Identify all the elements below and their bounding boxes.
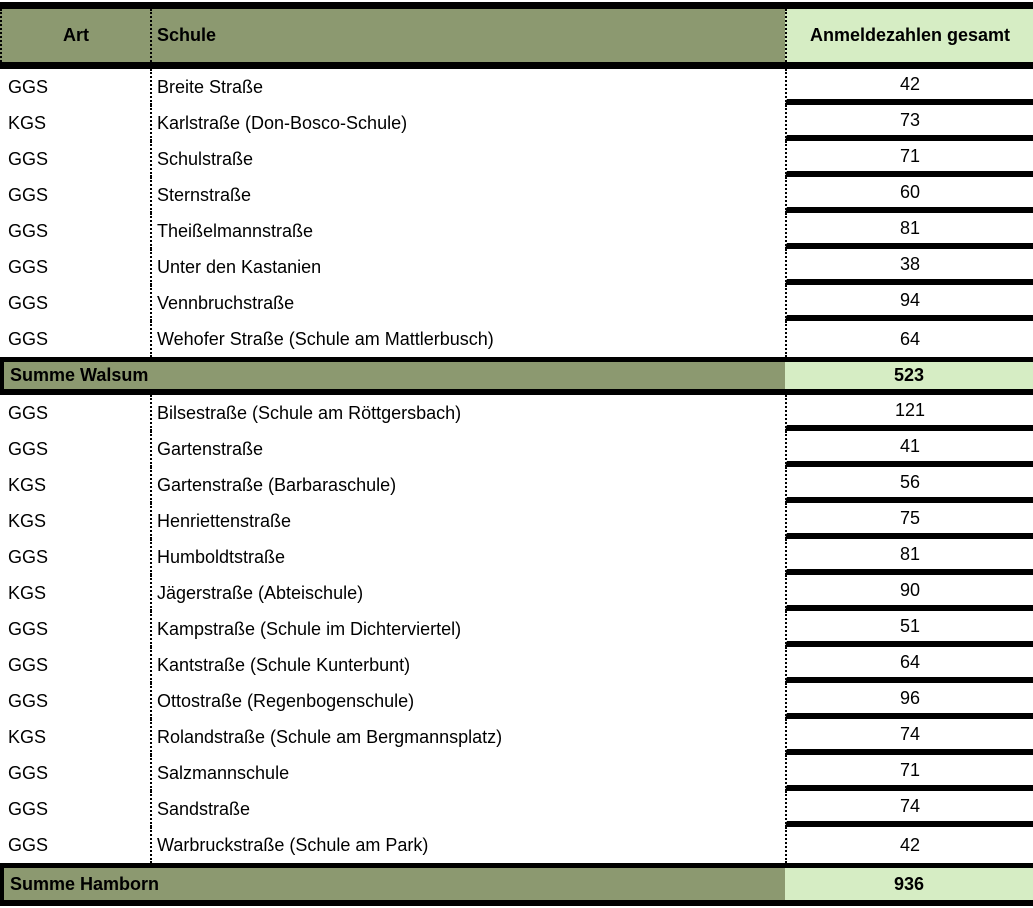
school-name: Henriettenstraße xyxy=(150,503,785,539)
school-type: KGS xyxy=(8,474,47,495)
summary-label: Summe Hamborn xyxy=(0,868,785,900)
school-type: GGS xyxy=(8,834,49,855)
registration-count: 56 xyxy=(785,467,1033,503)
school-type: GGS xyxy=(8,798,49,819)
school-type: GGS xyxy=(8,618,49,639)
school-type: GGS xyxy=(8,220,49,241)
school-name: Breite Straße xyxy=(150,69,785,105)
table-row: GGS Bilsestraße (Schule am Röttgersbach)… xyxy=(0,395,1033,431)
registration-count: 42 xyxy=(785,827,1033,863)
registration-count: 64 xyxy=(785,647,1033,683)
column-header-art: Art xyxy=(0,9,150,62)
table-row: GGS Humboldtstraße 81 xyxy=(0,539,1033,575)
table-row: KGS Gartenstraße (Barbaraschule) 56 xyxy=(0,467,1033,503)
registration-count: 38 xyxy=(785,249,1033,285)
table-row: GGS Unter den Kastanien 38 xyxy=(0,249,1033,285)
school-type: GGS xyxy=(8,438,49,459)
table-row: GGS Kampstraße (Schule im Dichterviertel… xyxy=(0,611,1033,647)
table-row: KGS Jägerstraße (Abteischule) 90 xyxy=(0,575,1033,611)
registration-count: 94 xyxy=(785,285,1033,321)
school-name: Bilsestraße (Schule am Röttgersbach) xyxy=(150,395,785,431)
summary-label: Summe Walsum xyxy=(0,362,785,389)
table-row: KGS Rolandstraße (Schule am Bergmannspla… xyxy=(0,719,1033,755)
school-name: Humboldtstraße xyxy=(150,539,785,575)
school-name: Theißelmannstraße xyxy=(150,213,785,249)
school-name: Karlstraße (Don-Bosco-Schule) xyxy=(150,105,785,141)
table-row: GGS Kantstraße (Schule Kunterbunt) 64 xyxy=(0,647,1033,683)
school-type: GGS xyxy=(8,690,49,711)
school-type: GGS xyxy=(8,762,49,783)
table-row: GGS Theißelmannstraße 81 xyxy=(0,213,1033,249)
school-type: GGS xyxy=(8,256,49,277)
summary-total: 523 xyxy=(785,362,1033,389)
registration-count: 71 xyxy=(785,755,1033,791)
school-type: GGS xyxy=(8,328,49,349)
school-name: Warbruckstraße (Schule am Park) xyxy=(150,827,785,863)
registration-count: 41 xyxy=(785,431,1033,467)
school-type: KGS xyxy=(8,726,47,747)
registration-count: 81 xyxy=(785,213,1033,249)
column-header-schule: Schule xyxy=(150,9,785,62)
column-header-anmeldezahlen: Anmeldezahlen gesamt xyxy=(785,9,1033,62)
school-name: Sternstraße xyxy=(150,177,785,213)
table-row: KGS Karlstraße (Don-Bosco-Schule) 73 xyxy=(0,105,1033,141)
school-type: GGS xyxy=(8,402,49,423)
table-row: KGS Henriettenstraße 75 xyxy=(0,503,1033,539)
table-header-row: Art Schule Anmeldezahlen gesamt xyxy=(0,2,1033,69)
table-row: GGS Sandstraße 74 xyxy=(0,791,1033,827)
registration-count: 81 xyxy=(785,539,1033,575)
summary-total: 936 xyxy=(785,868,1033,900)
school-name: Gartenstraße (Barbaraschule) xyxy=(150,467,785,503)
registration-count: 51 xyxy=(785,611,1033,647)
school-name: Ottostraße (Regenbogenschule) xyxy=(150,683,785,719)
table-row: GGS Wehofer Straße (Schule am Mattlerbus… xyxy=(0,321,1033,357)
school-name: Kampstraße (Schule im Dichterviertel) xyxy=(150,611,785,647)
school-name: Vennbruchstraße xyxy=(150,285,785,321)
school-name: Sandstraße xyxy=(150,791,785,827)
table-row: GGS Salzmannschule 71 xyxy=(0,755,1033,791)
registration-count: 71 xyxy=(785,141,1033,177)
school-name: Jägerstraße (Abteischule) xyxy=(150,575,785,611)
registration-count: 121 xyxy=(785,395,1033,431)
registration-count: 74 xyxy=(785,719,1033,755)
school-type: KGS xyxy=(8,582,47,603)
registration-count: 73 xyxy=(785,105,1033,141)
school-type: GGS xyxy=(8,184,49,205)
registration-count: 90 xyxy=(785,575,1033,611)
school-name: Salzmannschule xyxy=(150,755,785,791)
school-name: Unter den Kastanien xyxy=(150,249,785,285)
summary-row-walsum: Summe Walsum 523 xyxy=(0,357,1033,395)
summary-row-hamborn: Summe Hamborn 936 xyxy=(0,863,1033,906)
registration-count: 74 xyxy=(785,791,1033,827)
registration-count: 75 xyxy=(785,503,1033,539)
registration-count: 60 xyxy=(785,177,1033,213)
school-name: Rolandstraße (Schule am Bergmannsplatz) xyxy=(150,719,785,755)
school-type: GGS xyxy=(8,654,49,675)
school-name: Wehofer Straße (Schule am Mattlerbusch) xyxy=(150,321,785,357)
school-type: KGS xyxy=(8,510,47,531)
school-type: GGS xyxy=(8,292,49,313)
school-name: Gartenstraße xyxy=(150,431,785,467)
table-row: GGS Vennbruchstraße 94 xyxy=(0,285,1033,321)
school-type: GGS xyxy=(8,546,49,567)
table-row: GGS Warbruckstraße (Schule am Park) 42 xyxy=(0,827,1033,863)
table-row: GGS Breite Straße 42 xyxy=(0,69,1033,105)
table-row: GGS Gartenstraße 41 xyxy=(0,431,1033,467)
school-name: Kantstraße (Schule Kunterbunt) xyxy=(150,647,785,683)
school-type: GGS xyxy=(8,148,49,169)
table-row: GGS Sternstraße 60 xyxy=(0,177,1033,213)
table-row: GGS Schulstraße 71 xyxy=(0,141,1033,177)
table-row: GGS Ottostraße (Regenbogenschule) 96 xyxy=(0,683,1033,719)
registration-count: 96 xyxy=(785,683,1033,719)
registration-count: 42 xyxy=(785,69,1033,105)
school-type: GGS xyxy=(8,76,49,97)
school-type: KGS xyxy=(8,112,47,133)
school-name: Schulstraße xyxy=(150,141,785,177)
registration-count: 64 xyxy=(785,321,1033,357)
